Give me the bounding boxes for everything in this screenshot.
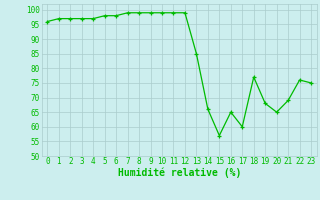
X-axis label: Humidité relative (%): Humidité relative (%) xyxy=(117,168,241,178)
